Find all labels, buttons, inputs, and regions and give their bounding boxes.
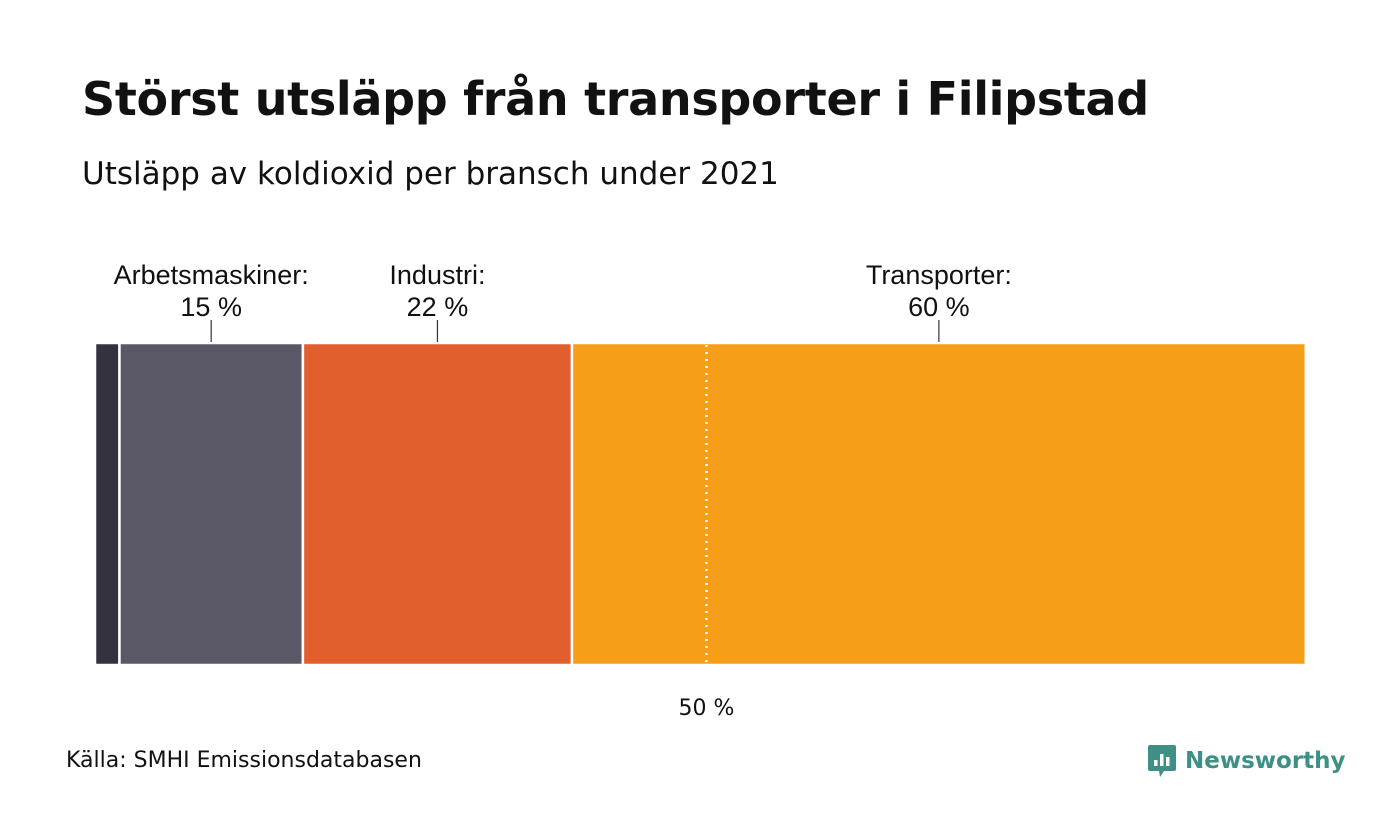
reference-line-label: 50 %: [679, 696, 735, 721]
chart-title: Störst utsläpp från transporter i Filips…: [82, 72, 1149, 126]
newsworthy-logo-icon: [1148, 745, 1176, 777]
bar-segment-0: [93, 341, 121, 667]
segment-value-label-2: 22 %: [407, 292, 469, 322]
bar-segment-2: [301, 341, 574, 667]
source-note: Källa: SMHI Emissionsdatabasen: [66, 748, 422, 773]
bar-segment-1: [118, 341, 305, 667]
segment-label-3: Transporter:: [866, 260, 1012, 290]
bar-segment-3: [570, 341, 1308, 667]
segment-value-label-3: 60 %: [908, 292, 970, 322]
chart-subtitle: Utsläpp av koldioxid per bransch under 2…: [82, 156, 779, 192]
brand-name: Newsworthy: [1185, 748, 1346, 774]
segment-value-label-1: 15 %: [180, 292, 242, 322]
segment-label-2: Industri:: [389, 260, 485, 290]
brand: Newsworthy: [1147, 744, 1346, 778]
segment-label-1: Arbetsmaskiner:: [114, 260, 309, 290]
